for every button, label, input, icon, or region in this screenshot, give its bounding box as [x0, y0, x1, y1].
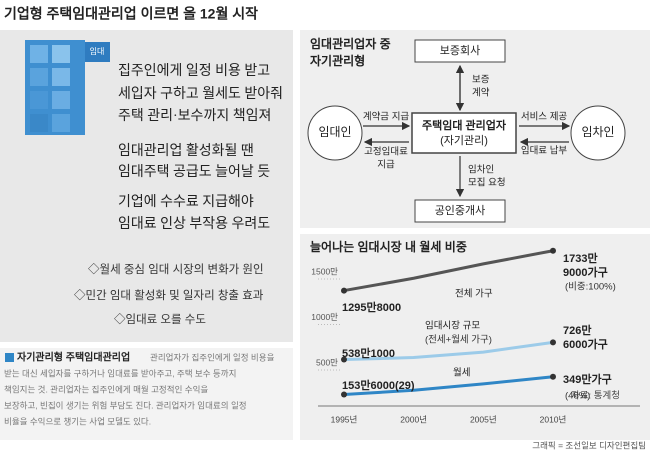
headline: 임대관리업 활성화될 땐	[118, 143, 254, 159]
y-tick-label: 1000만	[311, 312, 338, 322]
node-label: 보증회사	[440, 44, 480, 57]
point	[550, 339, 556, 346]
source: 자료: 통계청	[571, 390, 620, 402]
note-panel	[0, 348, 293, 440]
edge-label: 임차인	[468, 164, 494, 176]
series-line	[343, 340, 554, 362]
y-tick-label: 1500만	[311, 266, 338, 276]
edge-label: 지급	[377, 160, 395, 171]
node-label: 임차인	[581, 125, 614, 139]
node-circle	[570, 105, 626, 161]
edge-label: 고정임대료	[364, 146, 408, 158]
note-line: 비율을 수익으로 챙기는 사업 모델도 있다.	[4, 416, 151, 426]
headline: 기업에 수수료 지급해야	[118, 194, 254, 210]
node-label: 공인중개사	[435, 204, 486, 217]
value-label: 9000가구	[563, 265, 608, 279]
note-icon	[5, 353, 14, 362]
node-label: (자기관리)	[440, 134, 488, 147]
value-label: 153만6000(29)	[342, 378, 415, 392]
node-box	[411, 112, 517, 154]
headline: 주택 관리·보수까지 책임져	[118, 108, 271, 124]
headline: 집주인에게 일정 비용 받고	[118, 63, 270, 79]
x-tick-label: 2005년	[470, 414, 497, 424]
value-label: 6000가구	[563, 337, 608, 351]
title: 기업형 주택임대관리업 이르면 올 12월 시작	[4, 6, 258, 22]
note-line: 책임지는 것. 관리업자는 집주인에게 매월 고정적인 수익을	[4, 384, 208, 394]
point	[341, 287, 347, 294]
series-line	[343, 249, 554, 293]
value-label: 726만	[563, 323, 591, 337]
value-label: 1295만8000	[342, 300, 401, 314]
edge-label: 보증	[472, 75, 490, 86]
series-name: 월세	[453, 367, 470, 379]
y-tick-label: 500만	[316, 357, 338, 367]
series-line	[343, 375, 554, 397]
diagram-title: 임대관리업자 중	[310, 36, 391, 51]
x-tick-label: 1995년	[331, 414, 358, 424]
bullet: ◇민간 임대 활성화 및 일자리 창출 효과	[74, 288, 264, 302]
series-name: 임대시장 규모	[425, 320, 480, 332]
edge-label: 계약금 지급	[363, 111, 410, 123]
value-label: 1733만	[563, 251, 598, 265]
cube-label: 임대	[90, 47, 105, 56]
node-label: 주택임대 관리업자	[422, 118, 507, 132]
diagram-title: 자기관리형	[310, 53, 365, 68]
note-line: 관리업자가 집주인에게 일정 비용을	[150, 352, 275, 362]
point	[341, 391, 347, 398]
point	[341, 356, 347, 363]
edge-label: 계약	[472, 87, 490, 99]
headline: 세입자 구하고 월세도 받아줘	[118, 86, 283, 102]
x-tick-label: 2010년	[540, 414, 567, 424]
x-tick-label: 2000년	[400, 414, 427, 424]
annotation: (48%)	[565, 391, 590, 402]
note-line: 보장하고, 빈집이 생기는 위험 부담도 진다. 관리업자가 임대료의 일정	[4, 400, 247, 410]
bullet: ◇임대료 오를 수도	[114, 312, 206, 326]
node-circle	[307, 105, 363, 161]
point	[550, 247, 556, 254]
headline: 임대주택 공급도 늘어날 듯	[118, 164, 270, 180]
headline: 임대료 인상 부작용 우려도	[118, 216, 270, 232]
node-box	[414, 199, 506, 223]
note-title: 자기관리형 주택임대관리업	[17, 351, 130, 364]
node-box	[414, 39, 506, 63]
value-label: 349만가구	[563, 372, 612, 386]
chart-title: 늘어나는 임대시장 내 월세 비중	[310, 239, 467, 254]
annotation: (전세+월세 가구)	[425, 334, 492, 346]
point	[550, 373, 556, 380]
cube-icon: 임대	[25, 40, 110, 135]
series-name: 전체 가구	[455, 289, 493, 300]
edge-label: 서비스 제공	[521, 112, 568, 123]
edge-label: 모집 요청	[468, 177, 506, 189]
annotation: (비중:100%)	[565, 282, 616, 293]
arrows	[363, 64, 571, 198]
value-label: 538만1000	[342, 346, 395, 360]
bullet: ◇월세 중심 임대 시장의 변화가 원인	[88, 262, 264, 276]
node-label: 임대인	[318, 125, 351, 139]
note-line: 받는 대신 세입자를 구하거나 임대료를 받아주고, 주택 보수 등까지	[4, 368, 236, 378]
credit: 그래픽 = 조선일보 디자인편집팀	[532, 440, 646, 450]
edge-label: 임대료 납부	[521, 145, 568, 157]
